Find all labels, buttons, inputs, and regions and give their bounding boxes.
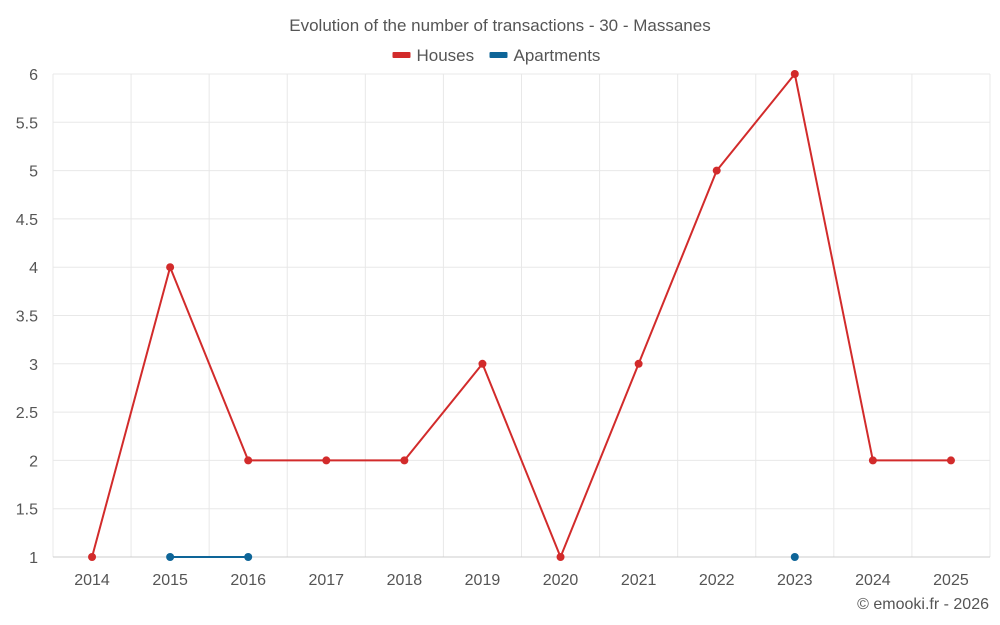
series-houses[interactable] [88,70,955,561]
y-tick-label: 5 [29,164,38,181]
data-point[interactable] [244,553,253,561]
data-point[interactable] [790,70,799,78]
chart-title: Evolution of the number of transactions … [289,16,710,35]
legend-label: Apartments [514,46,601,65]
series-apartments[interactable] [166,553,799,561]
data-point[interactable] [244,456,253,465]
x-tick-label: 2025 [933,572,969,589]
x-tick-label: 2018 [387,572,423,589]
x-tick-label: 2017 [308,572,344,589]
data-point[interactable] [400,456,409,465]
x-tick-label: 2020 [543,572,579,589]
y-tick-label: 3 [29,357,38,374]
grid [52,73,991,558]
y-tick-label: 6 [29,67,38,84]
y-tick-label: 4 [29,260,38,277]
x-tick-label: 2021 [621,572,657,589]
y-tick-label: 1.5 [16,502,38,519]
data-point[interactable] [634,359,643,368]
y-tick-label: 2.5 [16,405,38,422]
x-tick-label: 2022 [699,572,735,589]
series-layer [88,70,955,561]
legend-label: Houses [417,46,475,65]
legend-item-apartments[interactable]: Apartments [489,46,601,65]
x-tick-label: 2019 [465,572,501,589]
y-tick-label: 5.5 [16,115,38,132]
x-tick-label: 2024 [855,572,891,589]
data-point[interactable] [556,553,565,561]
x-tick-label: 2016 [230,572,266,589]
legend-swatch [489,52,508,58]
y-tick-label: 1 [29,550,38,567]
legend-item-houses[interactable]: Houses [392,46,475,65]
y-tick-label: 2 [29,453,38,470]
data-point[interactable] [946,456,955,465]
legend[interactable]: Houses Apartments [392,46,601,65]
data-point[interactable] [712,166,721,175]
data-point[interactable] [790,553,799,561]
axes: 1 1.5 2 2.5 3 3.5 4 4.5 5 5.5 6 2014 2015 2016 2017 201… [16,67,990,589]
data-point[interactable] [478,359,487,368]
data-point[interactable] [322,456,331,465]
x-tick-label: 2015 [152,572,188,589]
data-point[interactable] [166,263,175,272]
credit-text: © emooki.fr - 2026 [857,596,989,613]
x-tick-label: 2014 [74,572,110,589]
y-tick-label: 3.5 [16,309,38,326]
data-point[interactable] [166,553,175,561]
series-line [91,73,951,558]
y-tick-label: 4.5 [16,212,38,229]
data-point[interactable] [868,456,877,465]
legend-swatch [392,52,411,58]
data-point[interactable] [88,553,97,561]
x-tick-label: 2023 [777,572,813,589]
